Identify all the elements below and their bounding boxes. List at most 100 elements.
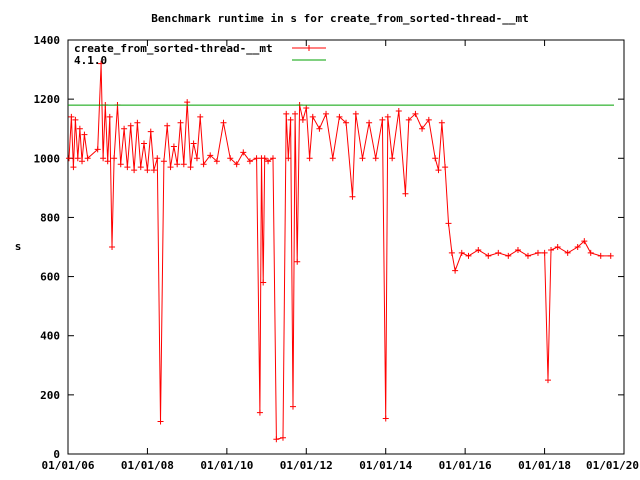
axis-ticks: 0 200 400 600 800 1000 1200 1400 01/01/06 01/01/0… xyxy=(34,34,640,472)
data-point xyxy=(285,155,292,162)
data-point xyxy=(160,158,167,165)
data-point xyxy=(303,105,310,112)
data-point xyxy=(389,155,396,162)
data-point xyxy=(84,155,91,162)
series-line-0 xyxy=(68,63,611,440)
data-point xyxy=(111,155,118,162)
data-point xyxy=(541,249,548,256)
y-axis-label: s xyxy=(15,240,22,253)
data-point xyxy=(167,164,174,171)
data-point xyxy=(260,279,267,286)
data-point xyxy=(100,155,107,162)
data-point xyxy=(452,267,459,274)
legend: create_from_sorted-thread-__mt 4.1.0 xyxy=(74,42,326,67)
data-point xyxy=(425,116,432,123)
data-point xyxy=(349,193,356,200)
data-point xyxy=(184,99,191,106)
data-point xyxy=(70,164,77,171)
data-point xyxy=(329,155,336,162)
data-point xyxy=(597,252,604,259)
data-point xyxy=(72,116,79,123)
data-point xyxy=(68,113,75,120)
chart-title: Benchmark runtime in s for create_from_s… xyxy=(151,12,529,25)
data-point xyxy=(79,158,86,165)
x-tick-label: 01/01/10 xyxy=(200,459,253,472)
data-point xyxy=(352,110,359,117)
data-point xyxy=(213,158,220,165)
data-point xyxy=(485,252,492,259)
data-point xyxy=(323,110,330,117)
data-point xyxy=(382,415,389,422)
data-point xyxy=(137,164,144,171)
data-point xyxy=(269,155,276,162)
data-point xyxy=(316,125,323,132)
data-point xyxy=(154,155,161,162)
data-point xyxy=(564,249,571,256)
data-point xyxy=(607,252,614,259)
data-point xyxy=(121,125,128,132)
data-point xyxy=(465,252,472,259)
data-point xyxy=(256,409,263,416)
data-point xyxy=(240,149,247,156)
data-point xyxy=(419,125,426,132)
data-point xyxy=(131,167,138,174)
data-point xyxy=(246,158,253,165)
series-layer xyxy=(65,60,614,443)
data-point xyxy=(141,140,148,147)
data-point xyxy=(233,161,240,168)
data-point xyxy=(94,146,101,153)
data-point xyxy=(81,131,88,138)
data-point xyxy=(127,122,134,129)
data-point xyxy=(359,155,366,162)
data-point xyxy=(372,155,379,162)
data-point xyxy=(432,155,439,162)
data-point xyxy=(475,246,482,253)
data-point xyxy=(306,155,313,162)
data-point xyxy=(574,244,581,250)
data-point xyxy=(587,249,594,256)
data-point xyxy=(405,116,412,123)
data-point xyxy=(544,377,551,384)
data-point xyxy=(294,258,301,265)
data-point xyxy=(445,220,452,227)
data-point xyxy=(177,119,184,126)
data-point xyxy=(65,155,72,162)
series-0 xyxy=(65,60,614,443)
plot-frame xyxy=(67,39,625,455)
plot-area xyxy=(67,39,625,455)
data-point xyxy=(581,238,588,245)
data-point xyxy=(265,158,272,165)
data-point xyxy=(76,125,83,132)
y-tick-label: 1200 xyxy=(34,93,61,106)
data-point xyxy=(197,113,204,120)
x-tick-label: 01/01/16 xyxy=(439,459,492,472)
x-tick-label: 01/01/14 xyxy=(359,459,412,472)
data-point xyxy=(442,164,449,171)
data-point xyxy=(117,161,124,168)
data-point xyxy=(164,122,171,129)
x-tick-label: 01/01/06 xyxy=(42,459,95,472)
data-point xyxy=(187,164,194,171)
data-point xyxy=(395,107,402,114)
data-point xyxy=(109,244,116,250)
data-point xyxy=(273,436,280,443)
data-point xyxy=(309,113,316,120)
data-point xyxy=(379,116,386,123)
data-point xyxy=(343,119,350,126)
data-point xyxy=(170,143,177,150)
data-point xyxy=(495,249,502,256)
data-point xyxy=(261,155,268,162)
data-point xyxy=(104,158,111,165)
y-tick-label: 400 xyxy=(40,330,60,343)
data-point xyxy=(193,155,200,162)
data-point xyxy=(174,161,181,168)
y-tick-label: 600 xyxy=(40,271,60,284)
data-point xyxy=(200,161,207,168)
data-point xyxy=(336,113,343,120)
legend-label-series-0: create_from_sorted-thread-__mt xyxy=(74,42,273,55)
y-tick-label: 1400 xyxy=(34,34,61,47)
data-point xyxy=(287,116,294,123)
y-tick-label: 200 xyxy=(40,389,60,402)
data-point xyxy=(412,110,419,117)
